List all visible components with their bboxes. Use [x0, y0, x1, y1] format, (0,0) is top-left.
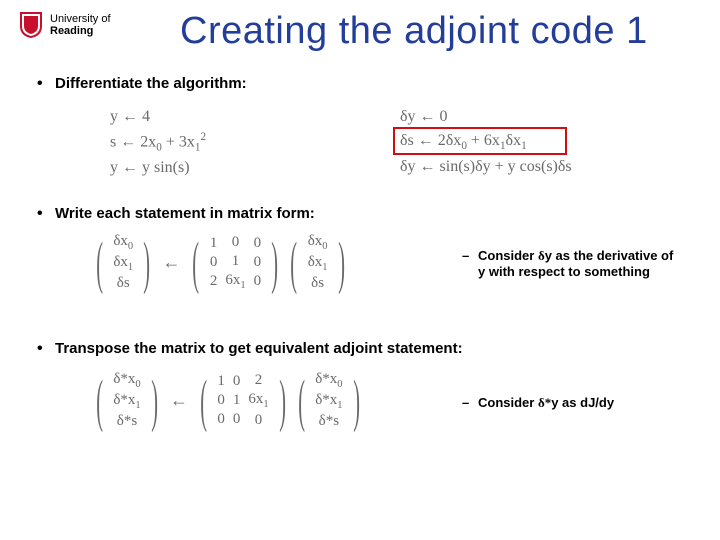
alg-l1: y ← 4 [110, 105, 206, 129]
sub-consider-dstar: Consider δ*y as dJ/dy [478, 395, 688, 411]
bullet-transpose: Transpose the matrix to get equivalent a… [55, 340, 463, 357]
bullet-matrix: Write each statement in matrix form: [55, 205, 315, 222]
logo: University of Reading [18, 10, 111, 40]
matrix-adjoint: ( δ*x0δ*x1δ*s ) ← ( 100 010 26x10 ) ( δ*… [90, 370, 366, 431]
alg-r1: δy ← 0 [400, 105, 572, 129]
sub-consider-dy: Consider δy as the derivative of y with … [478, 248, 678, 281]
m1-right: δx0δx1δs [304, 232, 332, 293]
alg-r3: δy ← sin(s)δy + y cos(s)δs [400, 155, 572, 179]
highlight-box [393, 127, 567, 155]
m1-left: δx0δx1δs [109, 232, 137, 293]
logo-line2: Reading [50, 25, 111, 37]
m2-right: δ*x0δ*x1δ*s [311, 370, 346, 431]
matrix-forward: ( δx0δx1δs ) ← ( 102 016x1 000 ) ( δx0δx… [90, 232, 351, 293]
alg-l2: s ← 2x0 + 3x12 [110, 129, 206, 156]
logo-line1: University of [50, 13, 111, 25]
bullet-differentiate: Differentiate the algorithm: [55, 75, 247, 92]
alg-left: y ← 4 s ← 2x0 + 3x12 y ← y sin(s) [110, 105, 206, 180]
m2-left: δ*x0δ*x1δ*s [109, 370, 144, 431]
shield-icon [18, 10, 44, 40]
page-title: Creating the adjoint code 1 [180, 10, 648, 53]
alg-l3: y ← y sin(s) [110, 156, 206, 180]
logo-text: University of Reading [50, 13, 111, 37]
